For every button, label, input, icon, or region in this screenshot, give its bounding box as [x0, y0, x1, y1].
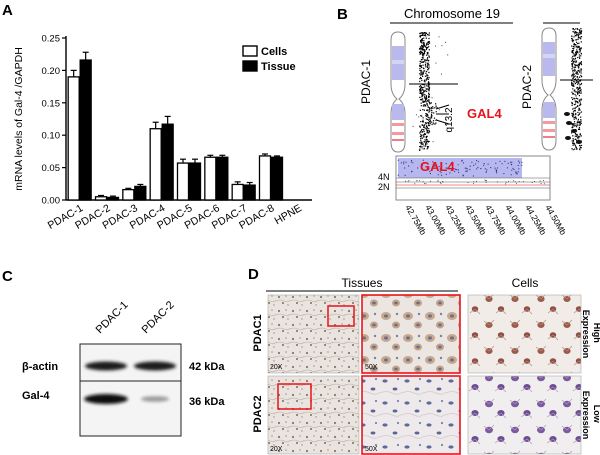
y-tick-label: 0.10	[42, 131, 61, 142]
bar-tissue-pdac-8	[270, 156, 284, 201]
bar-cells-pdac-7	[231, 183, 244, 201]
lane-label-1: PDAC-1	[94, 299, 131, 336]
micrograph-pdac2-cells	[467, 375, 582, 455]
size-label-actin: 42 kDa	[189, 361, 225, 373]
legend-swatch-cells	[242, 45, 258, 57]
bar-cells-pdac-5	[176, 162, 190, 201]
mag-label-pdac2-50x: 50X	[365, 446, 378, 453]
bar-tissue-pdac-2	[106, 196, 120, 201]
bar-tissue-pdac-5	[188, 162, 202, 201]
gene-label: GAL4	[467, 106, 502, 121]
bar-chart: 0.00 0.05 0.10 0.15 0.20 0.25 mRNA levels of G…	[13, 34, 312, 232]
legend-label-cells: Cells	[261, 46, 287, 58]
row-label-pdac2: PDAC2	[252, 395, 264, 432]
chromosome-ideogram-2	[541, 27, 557, 151]
bar-cells-pdac-2	[94, 196, 108, 201]
bar-cells-pdac-8	[258, 155, 272, 201]
western-blot: PDAC-1 PDAC-2 β-actin Gal-4 42 kDa 36 kD…	[22, 299, 225, 437]
band-gal4-2	[141, 396, 169, 402]
position-labels: 42.75Mb43.00Mb43.25Mb43.50Mb43.75Mb44.00…	[403, 203, 568, 237]
mag-label-pdac1-50x: 50X	[365, 364, 378, 371]
chromosome-cnv-panel: Chromosome 19 PDAC-1 q13.2 GAL4 PDAC-2	[359, 6, 593, 237]
row-label-gal4: Gal-4	[22, 390, 50, 402]
row-label-pdac1: PDAC1	[252, 314, 264, 351]
chromosome-title: Chromosome 19	[404, 6, 500, 21]
bar-cells-pdac-3	[122, 188, 135, 201]
panel-a-letter: A	[2, 2, 13, 19]
micrograph-pdac2-50x: 50X	[361, 375, 461, 455]
legend-label-tissue: Tissue	[261, 61, 296, 73]
copy-label-4n: 4N	[378, 172, 390, 182]
size-label-gal4: 36 kDa	[189, 396, 225, 408]
chromosome-ideogram-1	[390, 31, 406, 153]
bar-tissue-pdac-6	[216, 156, 229, 201]
tissues-header: Tissues	[342, 276, 383, 290]
bar-tissue-pdac-3	[134, 185, 147, 201]
band-label: q13.2	[444, 107, 455, 132]
cnv-scatter-2	[564, 28, 583, 151]
band-gal4-1	[84, 394, 128, 404]
row-label-actin: β-actin	[22, 361, 58, 373]
zoom-dots	[397, 159, 545, 185]
bar-tissue-pdac-4	[161, 123, 174, 201]
micrograph-pdac1-50x: 50X	[361, 294, 461, 374]
y-tick-label: 0.05	[42, 163, 61, 174]
mag-label-pdac1-20x: 20X	[270, 364, 283, 371]
cells-header: Cells	[512, 276, 539, 290]
expression-label-high: High Expression	[581, 310, 600, 359]
expression-label-low: Low Expression	[581, 391, 600, 440]
y-tick-label: 0.20	[42, 66, 61, 77]
panel-d-letter: D	[248, 266, 259, 283]
ihc-micrograph-grid: Tissues Cells PDAC1 PDAC2 20X 50X High E…	[252, 276, 600, 455]
bar-tissue-pdac-1	[79, 59, 92, 201]
bar-cells-pdac-4	[149, 128, 162, 201]
band-actin-2	[134, 361, 176, 371]
panel-b-letter: B	[337, 6, 348, 23]
micrograph-pdac1-cells	[467, 294, 582, 374]
panel-c-letter: C	[2, 268, 13, 285]
lane-label-2: PDAC-2	[140, 299, 177, 336]
band-actin-1	[85, 361, 127, 371]
y-axis-label: mRNA levels of Gal-4 /GAPDH	[13, 47, 25, 191]
legend-swatch-tissue	[242, 60, 258, 72]
bar-cells-pdac-6	[204, 156, 217, 201]
micrograph-pdac1-20x: 20X	[267, 294, 360, 374]
micrograph-pdac2-20x: 20X	[267, 375, 360, 455]
mag-label-pdac2-20x: 20X	[270, 446, 283, 453]
zoom-gene-label: GAL4	[420, 159, 455, 174]
copy-label-2n: 2N	[378, 182, 390, 192]
sample-2-label: PDAC-2	[520, 65, 534, 109]
y-tick-label: 0.15	[42, 98, 61, 109]
sample-1-label: PDAC-1	[359, 60, 373, 104]
y-tick-label: 0.25	[42, 34, 61, 45]
bar-tissue-pdac-7	[243, 184, 256, 201]
y-tick-label: 0.00	[42, 196, 61, 207]
cnv-scatter-1	[412, 32, 449, 151]
x-tick-label: HPNE	[273, 202, 304, 227]
zoom-plot	[395, 155, 551, 201]
bar-cells-pdac-1	[67, 76, 80, 201]
